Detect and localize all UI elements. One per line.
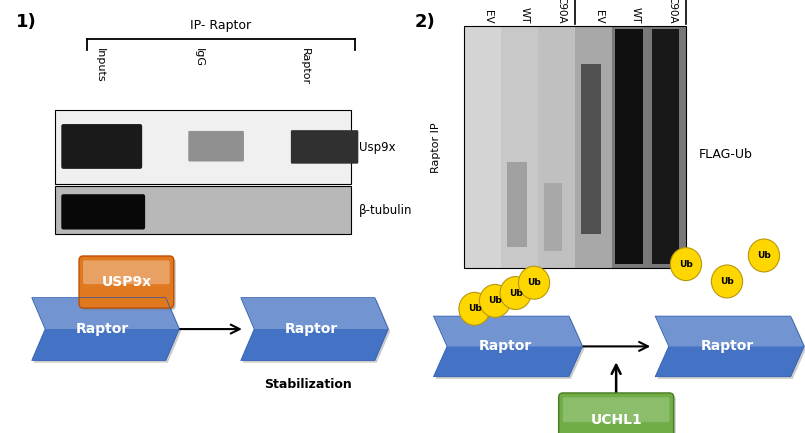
Bar [649, 26, 686, 268]
Text: USP9x: USP9x [101, 275, 151, 289]
Text: IgG: IgG [193, 48, 204, 67]
Text: Usp9x: Usp9x [359, 141, 396, 154]
Polygon shape [433, 316, 583, 346]
Bar [580, 64, 601, 234]
Text: Ub: Ub [679, 260, 693, 268]
Text: Inputs: Inputs [95, 48, 105, 82]
Text: Raptor IP: Raptor IP [431, 122, 440, 172]
Circle shape [749, 239, 779, 272]
Text: Raptor: Raptor [479, 339, 532, 353]
Polygon shape [655, 316, 804, 377]
Text: 2): 2) [415, 13, 436, 31]
Text: C90A: C90A [667, 0, 678, 24]
Text: Ub: Ub [488, 297, 502, 305]
Text: EV: EV [593, 10, 604, 24]
Text: Ub: Ub [509, 288, 522, 297]
Bar [612, 26, 649, 268]
Text: Ub: Ub [527, 278, 541, 287]
Text: Stabilization: Stabilization [264, 378, 352, 391]
Polygon shape [241, 298, 388, 329]
Bar [575, 26, 612, 268]
Circle shape [459, 292, 490, 325]
FancyBboxPatch shape [563, 397, 670, 422]
Polygon shape [241, 298, 388, 360]
Polygon shape [657, 318, 805, 379]
Bar [502, 26, 539, 268]
Text: Raptor: Raptor [300, 48, 310, 85]
Circle shape [518, 266, 550, 299]
FancyBboxPatch shape [561, 395, 675, 433]
Text: EV: EV [483, 10, 493, 24]
Text: Ub: Ub [720, 277, 734, 286]
Polygon shape [31, 298, 180, 360]
Bar [464, 26, 686, 268]
Circle shape [480, 284, 510, 317]
FancyBboxPatch shape [61, 194, 145, 229]
Text: Ub: Ub [757, 251, 771, 260]
Text: Ub: Ub [468, 304, 481, 313]
FancyBboxPatch shape [61, 124, 142, 169]
Text: 1): 1) [16, 13, 37, 31]
Text: C90A: C90A [556, 0, 567, 24]
FancyBboxPatch shape [83, 260, 170, 284]
Text: WT: WT [520, 7, 530, 24]
FancyBboxPatch shape [188, 131, 244, 162]
Text: β-tubulin: β-tubulin [359, 204, 413, 216]
Bar [652, 29, 679, 264]
Polygon shape [31, 298, 180, 329]
FancyBboxPatch shape [81, 258, 175, 310]
FancyBboxPatch shape [291, 130, 358, 164]
FancyBboxPatch shape [559, 393, 674, 433]
Text: UCHL1: UCHL1 [590, 413, 642, 427]
Text: Raptor: Raptor [76, 322, 130, 336]
Text: WT: WT [630, 7, 641, 24]
Text: Raptor: Raptor [700, 339, 753, 353]
Circle shape [712, 265, 742, 298]
Bar [615, 29, 642, 264]
Text: Raptor: Raptor [285, 322, 338, 336]
Circle shape [500, 277, 531, 310]
Bar [56, 110, 351, 184]
Polygon shape [243, 300, 390, 363]
Text: IP- Raptor: IP- Raptor [191, 19, 252, 32]
Polygon shape [655, 316, 804, 346]
Circle shape [671, 248, 701, 281]
Polygon shape [436, 318, 584, 379]
FancyBboxPatch shape [79, 256, 174, 308]
Bar [538, 26, 575, 268]
Bar [543, 183, 562, 251]
Bar [464, 26, 502, 268]
Bar [56, 186, 351, 234]
Polygon shape [34, 300, 181, 363]
Text: FLAG-Ub: FLAG-Ub [698, 148, 752, 161]
Polygon shape [433, 316, 583, 377]
Bar [506, 162, 527, 247]
